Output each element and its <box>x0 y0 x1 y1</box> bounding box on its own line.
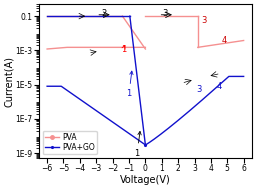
Legend: PVA, PVA+GO: PVA, PVA+GO <box>43 131 97 154</box>
Text: 1: 1 <box>126 71 133 98</box>
Text: 4: 4 <box>221 36 227 45</box>
Text: 3: 3 <box>202 16 207 25</box>
Text: 1: 1 <box>121 44 126 53</box>
Text: 1: 1 <box>135 131 141 158</box>
X-axis label: Voltage(V): Voltage(V) <box>120 175 171 185</box>
Text: 2: 2 <box>102 9 107 18</box>
Text: 4: 4 <box>217 82 222 91</box>
Text: 3: 3 <box>197 85 202 94</box>
Y-axis label: Current(A): Current(A) <box>4 56 14 107</box>
Text: 3: 3 <box>162 9 168 18</box>
